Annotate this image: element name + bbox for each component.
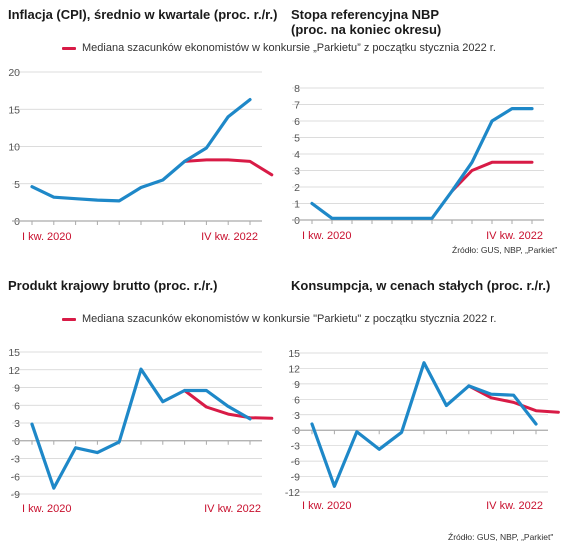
legend-lower: Mediana szacunków ekonomistów w konkursi… xyxy=(62,313,496,325)
y-tick-label: 6 xyxy=(14,400,20,412)
y-tick-label: -6 xyxy=(11,471,20,483)
y-tick-label: -9 xyxy=(11,489,20,501)
y-tick-label: 5 xyxy=(14,179,20,191)
x-label-end: IV kw. 2022 xyxy=(201,231,258,243)
x-label-end: IV kw. 2022 xyxy=(204,503,261,515)
y-tick-label: 9 xyxy=(294,379,300,391)
source-note-lower: Źródło: GUS, NBP, „Parkiet" xyxy=(448,532,554,542)
y-tick-label: 10 xyxy=(8,142,20,154)
series-line-forecast xyxy=(183,389,274,420)
legend-label: Mediana szacunków ekonomistów w konkursi… xyxy=(82,42,496,54)
chart-gdp: -9 -6 -3 0 3 6 9 12 15 I kw. 2020 IV kw. 2022 xyxy=(8,347,274,515)
y-tick-label: 3 xyxy=(294,410,300,422)
y-tick-label: 6 xyxy=(294,116,300,128)
y-tick-label: 8 xyxy=(294,83,300,95)
y-tick-label: 12 xyxy=(288,363,300,375)
y-tick-label: 4 xyxy=(294,149,300,161)
y-tick-label: 1 xyxy=(294,199,300,211)
y-tick-label: 15 xyxy=(288,348,300,360)
chart-title-gdp: Produkt krajowy brutto (proc. r./r.) xyxy=(8,278,218,293)
y-tick-label: 5 xyxy=(294,133,300,145)
y-tick-label: 20 xyxy=(8,67,20,79)
y-tick-label: 0 xyxy=(294,215,300,227)
legend-swatch-forecast xyxy=(62,46,76,50)
series-line-forecast xyxy=(467,384,560,414)
series-line-forecast xyxy=(183,158,274,177)
y-tick-label: -6 xyxy=(291,456,300,468)
y-tick-label: 0 xyxy=(14,436,20,448)
y-tick-label: 3 xyxy=(14,418,20,430)
x-label-start: I kw. 2020 xyxy=(302,500,352,512)
source-note: Źródło: GUS, NBP, „Parkiet” xyxy=(452,245,558,255)
legend: Mediana szacunków ekonomistów w konkursi… xyxy=(62,42,496,54)
y-tick-label: -3 xyxy=(291,441,300,453)
y-tick-label: 2 xyxy=(294,182,300,194)
chart-title-reference-rate: Stopa referencyjna NBP (proc. na koniec … xyxy=(291,7,442,37)
series-line-actual xyxy=(310,361,538,488)
series-line-actual xyxy=(310,106,534,220)
y-tick-label: 6 xyxy=(294,394,300,406)
y-tick-label: 3 xyxy=(294,166,300,178)
y-tick-label: -3 xyxy=(11,454,20,466)
y-tick-label: 0 xyxy=(14,216,20,228)
y-tick-label: -12 xyxy=(285,487,300,499)
chart-consumption: -12 -9 -6 -3 0 3 6 9 12 15 I kw. 2020 IV kw. 2022 xyxy=(285,348,560,512)
series-line-actual xyxy=(30,367,252,490)
legend-label: Mediana szacunków ekonomistów w konkursi… xyxy=(82,313,497,325)
y-tick-label: 15 xyxy=(8,347,20,359)
chart-title-inflation: Inflacja (CPI), średnio w kwartale (proc… xyxy=(8,7,278,22)
x-label-end: IV kw. 2022 xyxy=(486,230,543,242)
x-label-start: I kw. 2020 xyxy=(302,230,352,242)
chart-inflation: 0 5 10 15 20 I kw. 2020 IV kw. 2022 xyxy=(8,67,274,243)
series-line-actual xyxy=(30,97,252,203)
chart-title-consumption: Konsumpcja, w cenach stałych (proc. r./r… xyxy=(291,278,551,293)
y-tick-label: 7 xyxy=(294,100,300,112)
x-label-start: I kw. 2020 xyxy=(22,503,72,515)
y-tick-label: -9 xyxy=(291,472,300,484)
x-label-start: I kw. 2020 xyxy=(22,231,72,243)
y-tick-label: 15 xyxy=(8,104,20,116)
y-tick-label: 0 xyxy=(294,425,300,437)
y-tick-label: 12 xyxy=(8,365,20,377)
legend-swatch-forecast xyxy=(62,317,76,321)
chart-reference-rate: 0 1 2 3 4 5 6 7 8 I kw. 2020 IV kw. 2022 xyxy=(292,83,544,242)
x-label-end: IV kw. 2022 xyxy=(486,500,543,512)
series-line-forecast xyxy=(450,160,534,193)
y-tick-label: 9 xyxy=(14,383,20,395)
